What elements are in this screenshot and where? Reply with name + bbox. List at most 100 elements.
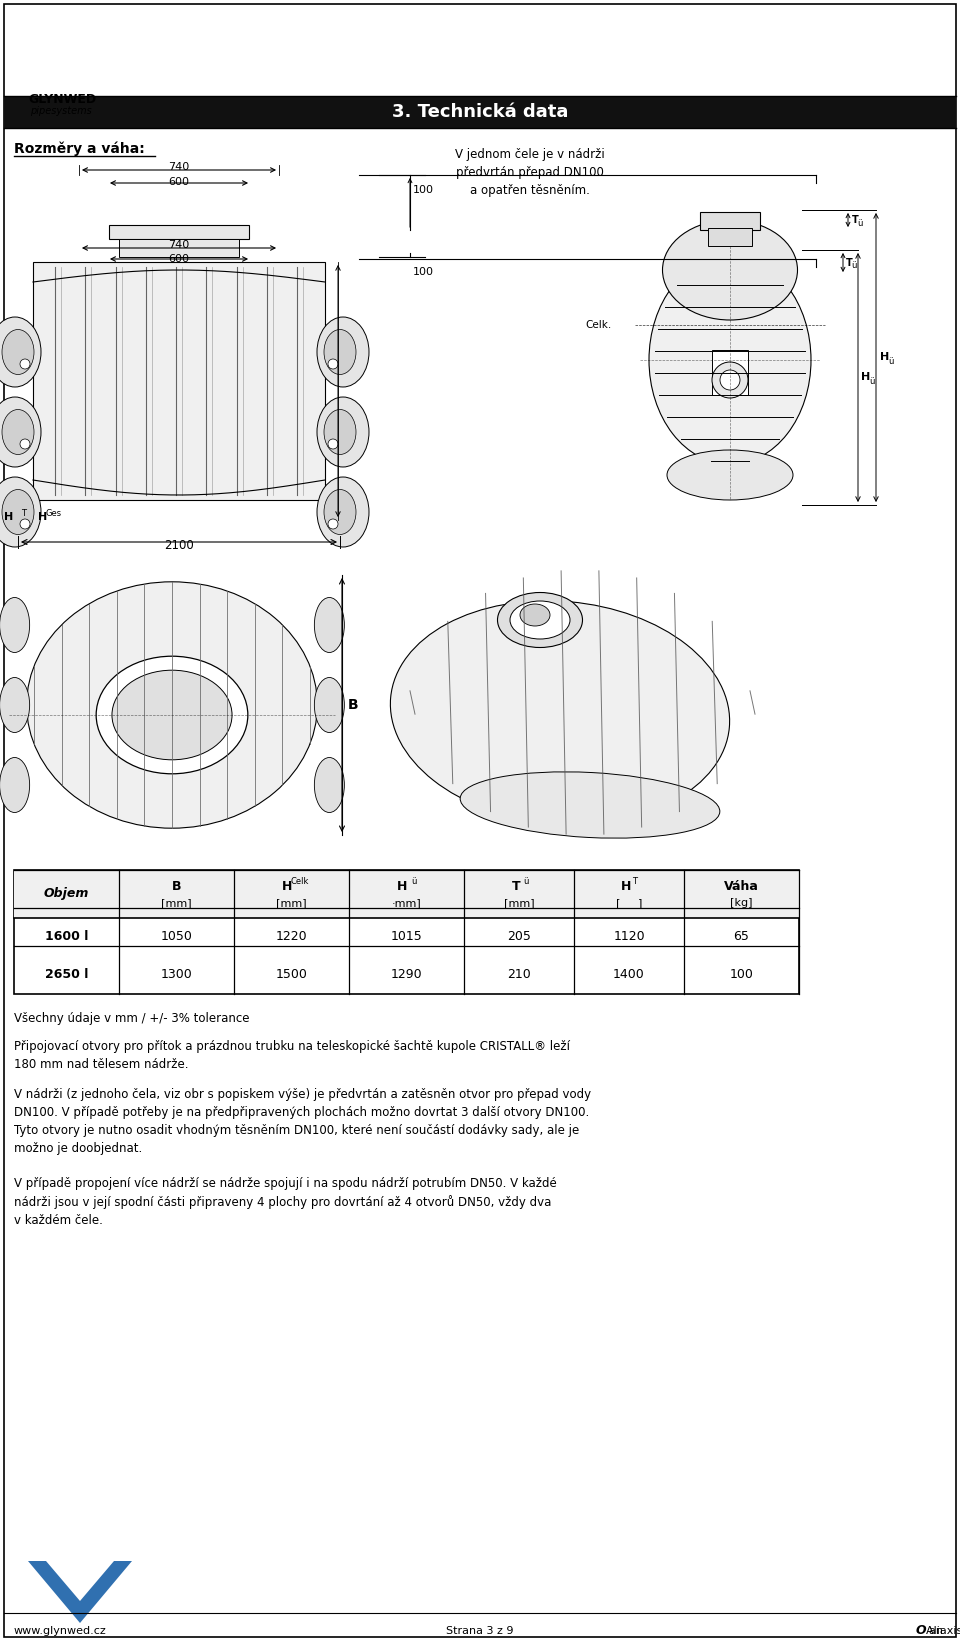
Text: H: H: [621, 881, 631, 893]
Ellipse shape: [314, 678, 345, 732]
Text: [mm]: [mm]: [161, 898, 192, 907]
Text: H: H: [282, 881, 293, 893]
Text: 3. Technická data: 3. Technická data: [392, 103, 568, 121]
Text: T: T: [21, 509, 26, 519]
Ellipse shape: [0, 397, 41, 468]
Ellipse shape: [324, 330, 356, 374]
Ellipse shape: [0, 758, 30, 812]
Text: Celk: Celk: [290, 878, 309, 886]
Bar: [14, 870, 799, 994]
Text: ü: ü: [888, 358, 894, 366]
Ellipse shape: [314, 597, 345, 653]
Text: V případě propojení více nádrží se nádrže spojují i na spodu nádrží potrubím DN5: V případě propojení více nádrží se nádrž…: [14, 1177, 557, 1227]
Text: T: T: [846, 258, 852, 267]
Text: 65: 65: [733, 930, 750, 944]
Ellipse shape: [324, 410, 356, 455]
Ellipse shape: [520, 604, 550, 625]
Text: V nádrži (z jednoho čela, viz obr s popiskem výše) je předvrtán a zatěsněn otvor: V nádrži (z jednoho čela, viz obr s popi…: [14, 1088, 591, 1155]
Ellipse shape: [324, 489, 356, 535]
Text: 100: 100: [730, 968, 754, 981]
Text: ·mm]: ·mm]: [392, 898, 421, 907]
Ellipse shape: [317, 317, 369, 387]
Text: www.glynwed.cz: www.glynwed.cz: [14, 1626, 107, 1636]
Text: 100: 100: [413, 185, 434, 195]
Ellipse shape: [314, 758, 345, 812]
Text: Objem: Objem: [44, 888, 89, 901]
Text: 1300: 1300: [160, 968, 192, 981]
Text: 740: 740: [168, 162, 190, 172]
Text: pipesystems: pipesystems: [30, 107, 92, 117]
Text: B: B: [172, 881, 181, 893]
Circle shape: [328, 359, 338, 369]
Text: ü: ü: [411, 878, 417, 886]
Bar: [712, 350, 748, 395]
Text: 1220: 1220: [276, 930, 307, 944]
Ellipse shape: [0, 597, 30, 653]
Circle shape: [720, 369, 740, 391]
Ellipse shape: [667, 450, 793, 501]
Text: 740: 740: [168, 240, 190, 249]
Circle shape: [20, 519, 30, 528]
Text: ü: ü: [851, 261, 856, 271]
Ellipse shape: [2, 489, 34, 535]
Text: [kg]: [kg]: [731, 898, 753, 907]
Text: ü: ü: [869, 377, 875, 386]
Circle shape: [20, 359, 30, 369]
Text: [mm]: [mm]: [504, 898, 535, 907]
Ellipse shape: [317, 478, 369, 546]
Text: B: B: [348, 697, 359, 712]
Text: an: an: [929, 1626, 950, 1636]
Circle shape: [712, 363, 748, 399]
Text: [     ]: [ ]: [615, 898, 642, 907]
Text: Celk.: Celk.: [586, 320, 612, 330]
Text: V jednom čele je v nádrži
předvrtán přepad DN100
a opatřen těsněním.: V jednom čele je v nádrži předvrtán přep…: [455, 148, 605, 197]
Text: Připojovací otvory pro přítok a prázdnou trubku na teleskopické šachtě kupole CR: Připojovací otvory pro přítok a prázdnou…: [14, 1040, 570, 1072]
Text: 1120: 1120: [613, 930, 645, 944]
Text: ü: ü: [523, 878, 529, 886]
Text: 600: 600: [169, 177, 189, 187]
Text: H: H: [861, 373, 871, 382]
Circle shape: [328, 519, 338, 528]
Text: 1015: 1015: [391, 930, 422, 944]
Text: 1400: 1400: [613, 968, 645, 981]
Bar: [33, 263, 325, 501]
Ellipse shape: [510, 601, 570, 638]
Ellipse shape: [391, 601, 730, 824]
Ellipse shape: [460, 771, 720, 839]
Circle shape: [328, 440, 338, 450]
Text: O: O: [916, 1625, 926, 1638]
Polygon shape: [28, 1561, 132, 1623]
Text: GLYNWED: GLYNWED: [28, 94, 96, 107]
Text: ü: ü: [857, 218, 862, 228]
Ellipse shape: [0, 478, 41, 546]
Text: [mm]: [mm]: [276, 898, 307, 907]
Text: 1600 l: 1600 l: [45, 930, 88, 944]
Ellipse shape: [96, 656, 248, 775]
Ellipse shape: [497, 592, 583, 648]
Text: Váha: Váha: [724, 881, 759, 893]
Text: 600: 600: [169, 254, 189, 264]
Text: H: H: [4, 512, 13, 522]
Text: T: T: [852, 215, 859, 225]
Text: 2650 l: 2650 l: [45, 968, 88, 981]
Text: 1500: 1500: [276, 968, 307, 981]
Text: Strana 3 z 9: Strana 3 z 9: [446, 1626, 514, 1636]
Ellipse shape: [0, 317, 41, 387]
Bar: [700, 212, 760, 230]
Text: 1290: 1290: [391, 968, 422, 981]
Bar: [109, 225, 249, 240]
Text: H: H: [397, 881, 408, 893]
Bar: [708, 228, 752, 246]
Ellipse shape: [662, 220, 798, 320]
Text: T: T: [633, 878, 637, 886]
Ellipse shape: [649, 256, 811, 464]
Bar: [14, 870, 799, 917]
Text: H: H: [38, 512, 47, 522]
Text: 1050: 1050: [160, 930, 192, 944]
Text: H: H: [880, 353, 889, 363]
Text: 205: 205: [507, 930, 531, 944]
Ellipse shape: [2, 330, 34, 374]
Bar: [4, 97, 956, 128]
Text: T: T: [512, 881, 520, 893]
Text: Rozměry a váha:: Rozměry a váha:: [14, 143, 145, 156]
